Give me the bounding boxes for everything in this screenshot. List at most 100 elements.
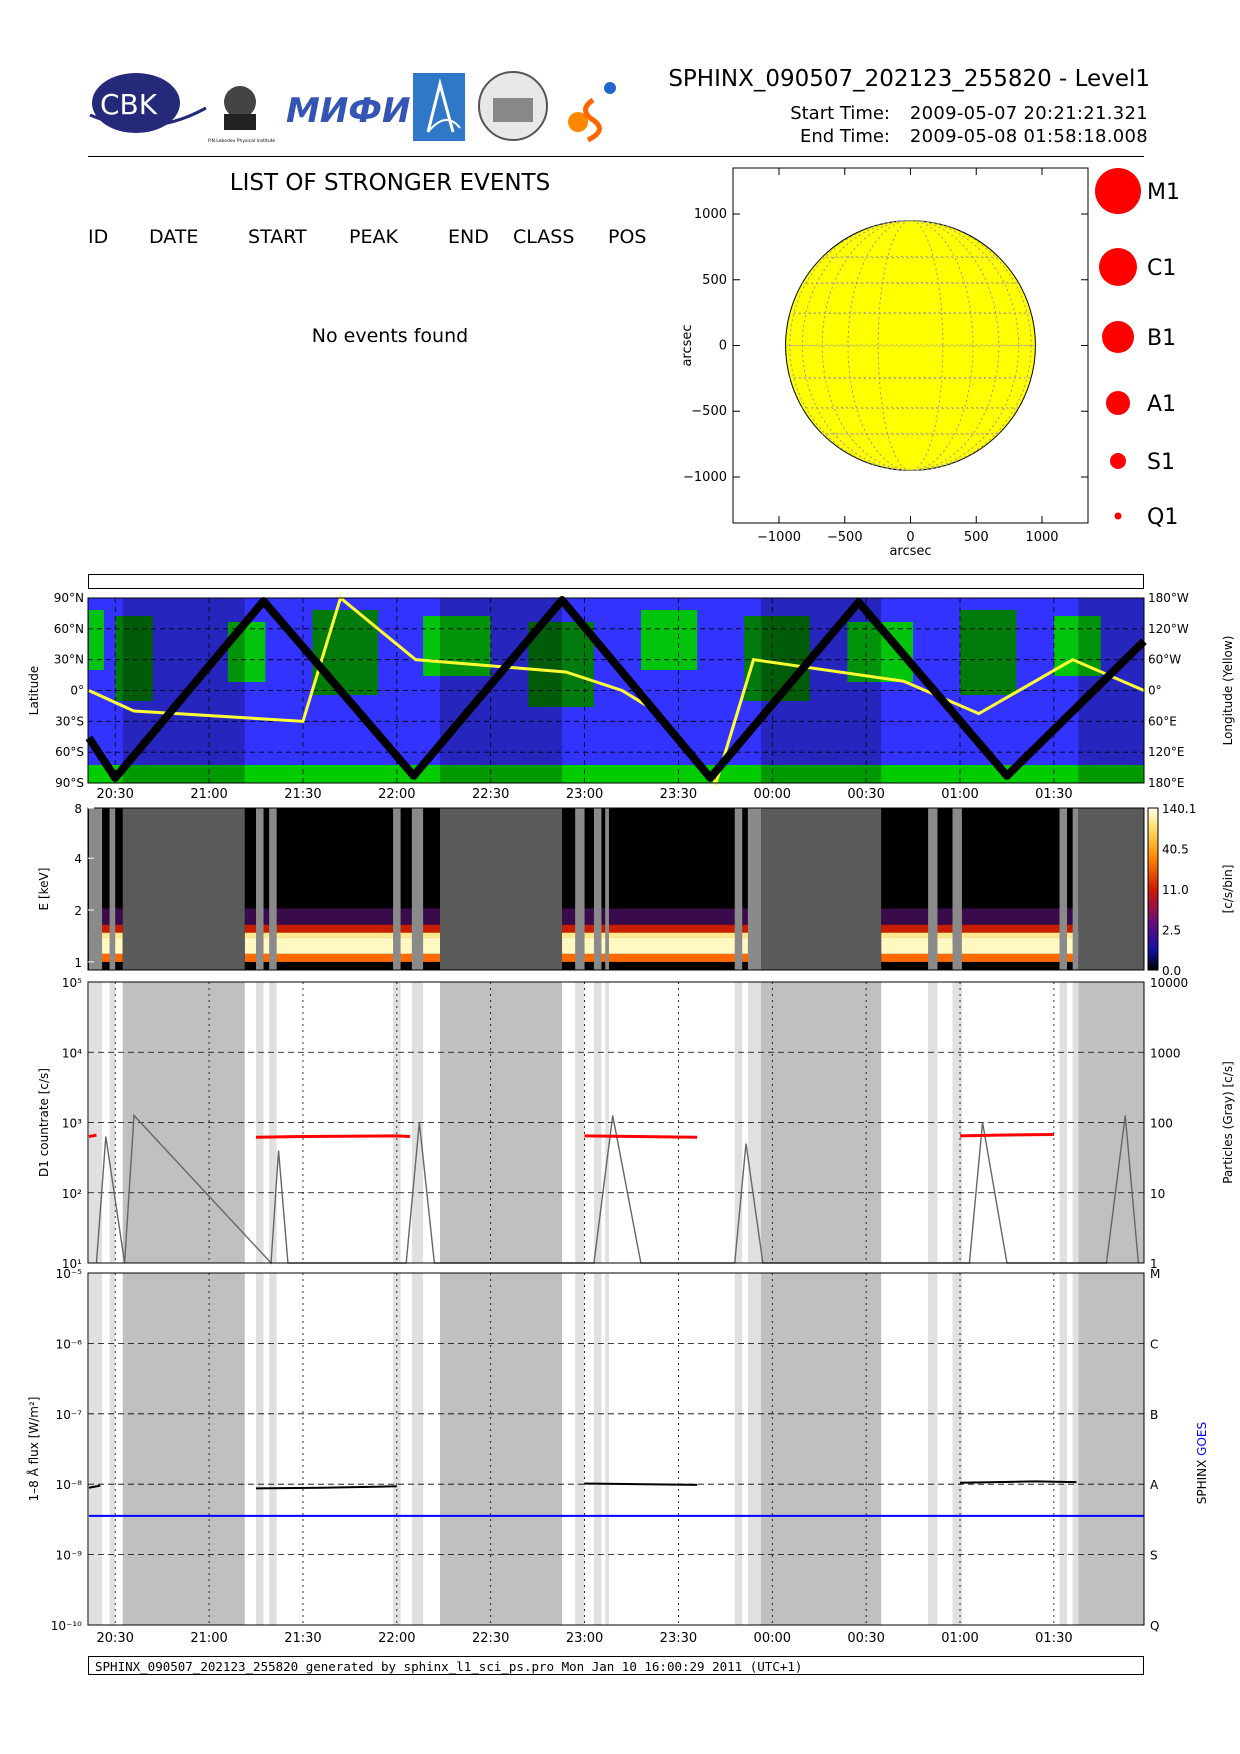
landmass bbox=[115, 616, 153, 701]
lat-tick-label: 60°N bbox=[54, 622, 84, 636]
lon-tick-label: 180°E bbox=[1148, 776, 1185, 790]
d1-countrate-series bbox=[959, 1132, 1054, 1138]
orbit-time-label: 22:00 bbox=[378, 787, 415, 802]
logo-row: CBK P.N.Lebedev Physical Institute МИФИ bbox=[88, 70, 628, 146]
latitude-gridline bbox=[801, 282, 1020, 284]
flux-tick-label: 10⁻⁶ bbox=[56, 1337, 83, 1351]
spectrogram-saa bbox=[575, 808, 585, 970]
flux-time-label: 20:30 bbox=[96, 1631, 133, 1646]
spectral-band bbox=[562, 908, 762, 925]
colorbar-tick-label: 140.1 bbox=[1162, 802, 1196, 816]
landmass bbox=[312, 610, 379, 695]
y-tick-label: 0 bbox=[719, 339, 727, 354]
flux-tick-label: 10⁻⁸ bbox=[56, 1478, 83, 1492]
column-class: CLASS bbox=[513, 226, 575, 248]
legend-dot-s1 bbox=[1110, 453, 1126, 469]
flux-tick-label: 10⁻⁹ bbox=[56, 1549, 83, 1563]
spectral-band bbox=[881, 953, 1079, 962]
flare-class-label: A bbox=[1150, 1478, 1159, 1492]
latitude-axis-label: Latitude bbox=[27, 666, 41, 715]
latitude-gridline bbox=[821, 432, 1000, 435]
landmass bbox=[88, 610, 104, 670]
time-series-panels: 90°N 60°N 30°N 0° 30°S 60°S 90°S 180°W 120°W 60°W… bbox=[26, 591, 1235, 1646]
orbit-time-label: 00:00 bbox=[754, 787, 791, 802]
spectrogram-saa bbox=[734, 808, 743, 970]
spectrogram-saa bbox=[109, 808, 116, 970]
start-time-value: 2009-05-07 20:21:21.321 bbox=[909, 103, 1148, 124]
d1-countrate-series bbox=[88, 1133, 97, 1139]
spectral-band bbox=[244, 937, 440, 954]
colorbar-tick-label: 11.0 bbox=[1162, 883, 1189, 897]
countrate-frame bbox=[87, 981, 1145, 1264]
spectrogram-saa bbox=[747, 808, 762, 970]
countrate-tick-label: 10¹ bbox=[62, 1257, 82, 1271]
orbit-time-label: 21:30 bbox=[284, 787, 321, 802]
saa-shade bbox=[575, 1273, 585, 1625]
orbit-time-label: 00:30 bbox=[847, 787, 884, 802]
x-tick-label: −1000 bbox=[757, 530, 801, 545]
spectral-band bbox=[562, 937, 762, 954]
legend-dot-q1 bbox=[1114, 512, 1122, 520]
orbit-time-label: 22:30 bbox=[472, 787, 509, 802]
saa-shade bbox=[109, 1273, 116, 1625]
energy-tick-label: 1 bbox=[74, 956, 82, 970]
generation-footer: SPHINX_090507_202123_255820 generated by… bbox=[88, 1656, 1144, 1675]
colorbar bbox=[1147, 807, 1159, 971]
file-title: SPHINX_090507_202123_255820 - Level1 bbox=[668, 66, 1150, 92]
d1-countrate-series bbox=[584, 1134, 698, 1139]
countrate-panel: 10⁵ 10⁴ 10³ 10² 10¹ 10000 1000 100 10 1 D1 countra… bbox=[37, 976, 1235, 1271]
longitude-gridline bbox=[877, 220, 944, 471]
saa-shade bbox=[928, 1273, 938, 1625]
sphinx-flux-series bbox=[256, 1485, 397, 1490]
arrow-logo bbox=[413, 73, 465, 141]
lon-tick-label: 120°E bbox=[1148, 745, 1185, 759]
flux-tick-label: 10⁻¹⁰ bbox=[51, 1619, 82, 1633]
countrate-tick-label: 10⁵ bbox=[62, 976, 82, 990]
spectrogram-saa bbox=[269, 808, 277, 970]
y-axis-label: arcsec bbox=[680, 324, 695, 366]
flux-time-label: 22:00 bbox=[378, 1631, 415, 1646]
end-time-row: End Time: 2009-05-08 01:58:18.008 bbox=[740, 126, 1148, 147]
saa-shade bbox=[593, 1273, 602, 1625]
solar-disk bbox=[785, 220, 1036, 471]
flux-time-label: 00:30 bbox=[847, 1631, 884, 1646]
spectrogram-saa bbox=[1059, 808, 1068, 970]
orbit-time-label: 23:00 bbox=[566, 787, 603, 802]
countrate-tick-label: 10⁴ bbox=[62, 1046, 82, 1060]
y-tick-label: 500 bbox=[702, 273, 727, 288]
spectrogram-saa bbox=[605, 808, 609, 970]
spectral-band bbox=[881, 908, 1079, 925]
legend-dot-c1 bbox=[1099, 248, 1137, 286]
spectrogram-saa bbox=[256, 808, 264, 970]
night-shade bbox=[122, 1273, 245, 1625]
sphinx-flux-series bbox=[584, 1482, 698, 1486]
spectrogram-saa bbox=[928, 808, 938, 970]
class-size-legend: M1 C1 B1 A1 S1 Q1 bbox=[1095, 168, 1180, 530]
orbit-time-label: 21:00 bbox=[190, 787, 227, 802]
y-tick-label: −1000 bbox=[683, 470, 727, 485]
saa-shade bbox=[256, 1273, 264, 1625]
night-shade bbox=[761, 1273, 882, 1625]
legend-dot-b1 bbox=[1102, 321, 1134, 353]
saa-shade bbox=[1072, 1273, 1079, 1625]
saa-shade bbox=[411, 982, 424, 1263]
colorbar-label: [c/s/bin] bbox=[1221, 865, 1235, 914]
lebedev-logo: P.N.Lebedev Physical Institute bbox=[208, 86, 275, 144]
saa-shade bbox=[952, 1273, 962, 1625]
saa-shade bbox=[605, 982, 609, 1263]
spectral-band bbox=[881, 937, 1079, 954]
particles-tick-label: 10 bbox=[1150, 1187, 1165, 1201]
lon-tick-label: 0° bbox=[1148, 684, 1162, 698]
end-time-label: End Time: bbox=[799, 126, 890, 147]
legend-goes: GOES bbox=[1195, 1422, 1209, 1456]
x-tick-label: 0 bbox=[906, 530, 914, 545]
saa-shade bbox=[952, 982, 962, 1263]
lon-tick-label: 60°W bbox=[1148, 653, 1181, 667]
x-tick-label: −500 bbox=[827, 530, 863, 545]
spectrogram-saa bbox=[88, 808, 103, 970]
x-axis-label: arcsec bbox=[889, 544, 931, 559]
countrate-tick-label: 10² bbox=[62, 1187, 82, 1201]
spectral-band bbox=[562, 932, 762, 938]
flux-frame bbox=[87, 1272, 1145, 1626]
orbit-time-label: 20:30 bbox=[96, 787, 133, 802]
